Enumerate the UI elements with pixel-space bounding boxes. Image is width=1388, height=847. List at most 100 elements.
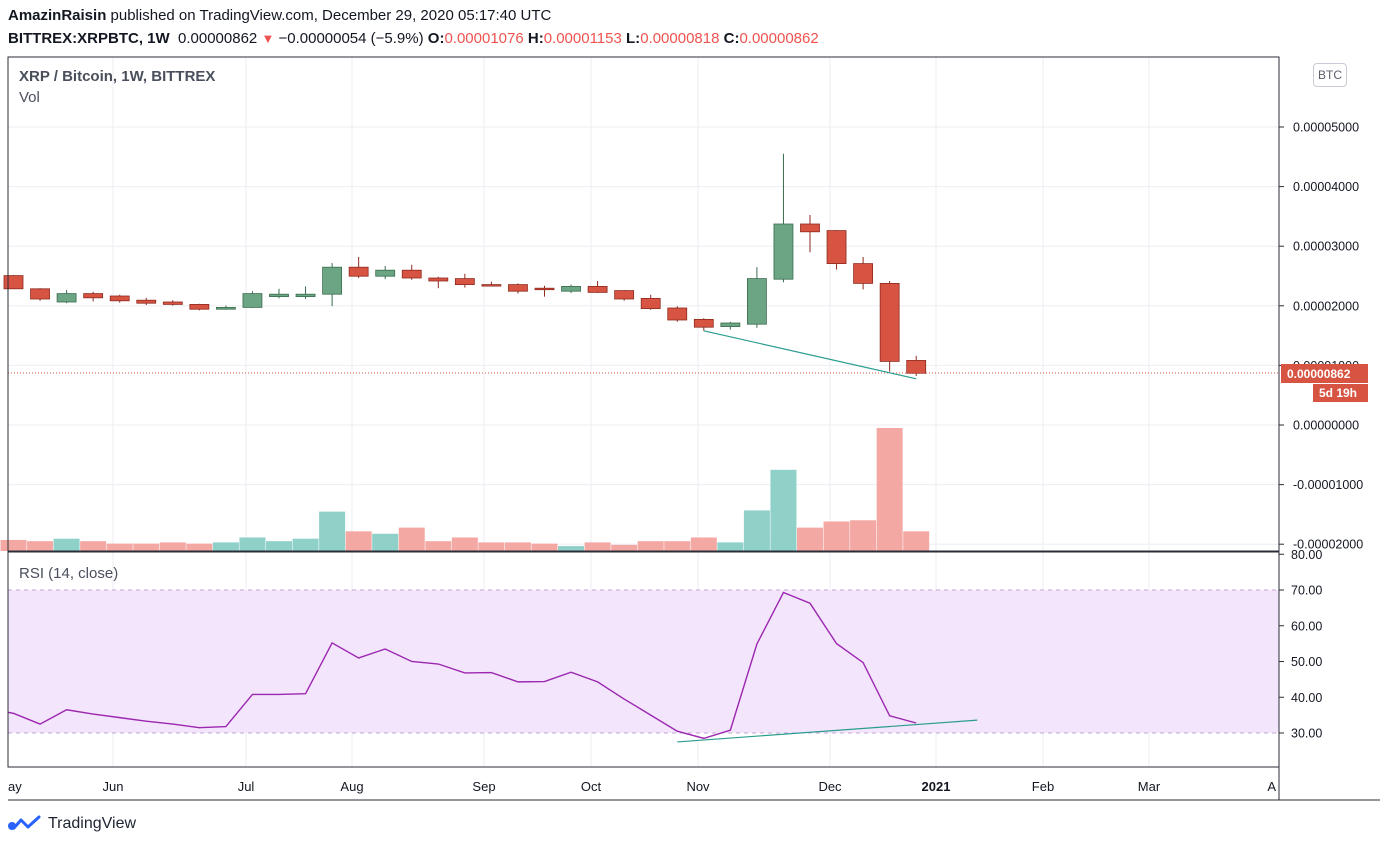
candle-body bbox=[428, 277, 449, 282]
candle-body bbox=[693, 318, 714, 328]
candle-body bbox=[534, 287, 555, 291]
candle-body bbox=[109, 295, 130, 302]
volume-bar bbox=[27, 541, 54, 551]
volume-bar bbox=[425, 541, 452, 551]
open-value: 0.00001076 bbox=[444, 30, 524, 47]
volume-bars bbox=[0, 428, 930, 551]
volume-bar bbox=[80, 541, 107, 551]
close-label: C: bbox=[723, 30, 740, 47]
candle-body bbox=[162, 301, 183, 305]
volume-bar bbox=[823, 521, 850, 551]
candle-body bbox=[295, 293, 316, 298]
volume-bar bbox=[239, 537, 266, 551]
main-legend-title[interactable]: XRP / Bitcoin, 1W, BITTREX bbox=[19, 68, 216, 85]
candle-body bbox=[215, 306, 236, 310]
candle-body bbox=[853, 263, 873, 284]
volume-bar bbox=[850, 520, 877, 551]
candle-body bbox=[481, 284, 502, 287]
price-axis[interactable]: 0.00005000 0.00004000 0.00003000 0.00002000… bbox=[1279, 121, 1363, 552]
pane-frames bbox=[7, 56, 1380, 801]
rsi-tick-label: 80.00 bbox=[1291, 548, 1322, 562]
volume-bar bbox=[159, 542, 186, 551]
candle-body bbox=[454, 278, 475, 286]
price-tick-label: 0.00000000 bbox=[1293, 419, 1359, 433]
down-arrow-icon: ▼ bbox=[261, 31, 275, 46]
volume-bar bbox=[584, 542, 611, 551]
tradingview-logo-icon bbox=[8, 815, 41, 830]
candle-body bbox=[508, 284, 528, 292]
candle-body bbox=[136, 299, 157, 304]
volume-bar bbox=[266, 541, 292, 551]
tradingview-logo[interactable]: TradingView bbox=[8, 812, 136, 836]
volume-bar bbox=[797, 527, 823, 551]
rsi-tick-label: 60.00 bbox=[1291, 619, 1322, 633]
candle-body bbox=[401, 269, 422, 279]
volume-bar bbox=[133, 543, 160, 551]
last-price-text: 0.00000862 bbox=[178, 30, 258, 47]
rsi-axis[interactable]: 80.00 70.00 60.00 50.00 40.00 30.00 bbox=[1279, 548, 1322, 741]
volume-bar bbox=[451, 537, 478, 551]
countdown-badge-text: 5d 19h bbox=[1319, 386, 1357, 400]
rsi-legend[interactable]: RSI (14, close) bbox=[19, 565, 119, 582]
publisher-name[interactable]: AmazinRaisin bbox=[8, 7, 107, 24]
time-axis[interactable]: ay Jun Jul Aug Sep Oct Nov Dec 2021 Feb Mar A bbox=[8, 779, 1276, 794]
time-tick-label: ay bbox=[8, 779, 22, 794]
volume-legend[interactable]: Vol bbox=[19, 89, 40, 106]
currency-badge[interactable]: BTC bbox=[1313, 63, 1347, 87]
candle-body bbox=[348, 266, 369, 277]
price-tick-label: -0.00001000 bbox=[1293, 478, 1363, 492]
candle-body bbox=[720, 322, 741, 327]
price-trendline[interactable] bbox=[703, 330, 917, 380]
candle-body bbox=[667, 307, 688, 321]
high-value: 0.00001153 bbox=[543, 30, 622, 47]
last-price-badge-text: 0.00000862 bbox=[1287, 367, 1351, 381]
time-tick-label: Oct bbox=[581, 779, 602, 794]
candle-body bbox=[83, 293, 104, 299]
last-price-badge bbox=[1281, 364, 1368, 383]
time-tick-label: Mar bbox=[1138, 779, 1161, 794]
volume-bar bbox=[186, 543, 213, 551]
price-tick-label: 0.00004000 bbox=[1293, 180, 1359, 194]
publish-text: published on TradingView.com, December 2… bbox=[110, 7, 552, 24]
candle-body bbox=[56, 293, 77, 303]
candle-body bbox=[826, 230, 847, 265]
high-label: H: bbox=[527, 30, 544, 47]
volume-bar bbox=[106, 543, 133, 551]
volume-bar bbox=[558, 546, 585, 551]
candle-body bbox=[906, 360, 927, 374]
time-tick-label: Feb bbox=[1032, 779, 1054, 794]
volume-bar bbox=[319, 511, 346, 551]
candle-body bbox=[640, 297, 661, 309]
candle-body bbox=[375, 269, 396, 277]
time-tick-label: Jul bbox=[238, 779, 255, 794]
candle-body bbox=[773, 223, 794, 280]
volume-bar bbox=[504, 542, 531, 551]
rsi-line bbox=[7, 591, 917, 740]
price-tick-label: 0.00003000 bbox=[1293, 240, 1359, 254]
time-tick-label: Sep bbox=[472, 779, 495, 794]
volume-bar bbox=[531, 543, 558, 551]
rsi-tick-label: 50.00 bbox=[1291, 655, 1322, 669]
time-tick-label: Aug bbox=[340, 779, 363, 794]
volume-bar bbox=[292, 538, 319, 551]
candle-body bbox=[800, 223, 820, 233]
volume-bar bbox=[903, 531, 930, 551]
candle-body bbox=[747, 278, 767, 325]
candles bbox=[3, 153, 927, 376]
volume-bar bbox=[876, 428, 903, 551]
candle-body bbox=[587, 285, 608, 293]
time-tick-label: A bbox=[1267, 779, 1276, 794]
candle-body bbox=[189, 303, 210, 310]
publish-info: AmazinRaisin published on TradingView.co… bbox=[8, 7, 551, 24]
candle-body bbox=[322, 266, 343, 295]
countdown-badge bbox=[1313, 384, 1368, 402]
open-label: O: bbox=[427, 30, 445, 47]
rsi-trendline[interactable] bbox=[677, 719, 978, 743]
volume-bar bbox=[690, 537, 717, 551]
rsi-tick-label: 30.00 bbox=[1291, 727, 1322, 741]
time-tick-label: 2021 bbox=[922, 779, 951, 794]
candle-body bbox=[561, 285, 581, 292]
volume-bar bbox=[345, 531, 372, 551]
rsi-tick-label: 70.00 bbox=[1291, 584, 1322, 598]
